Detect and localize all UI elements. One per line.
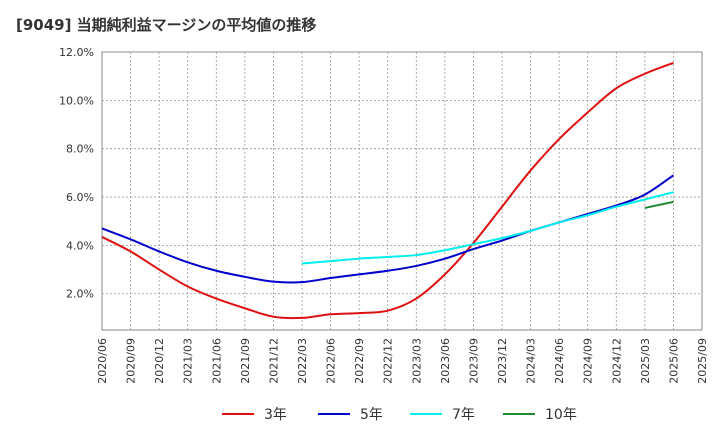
x-tick-label: 2025/06 — [667, 338, 680, 384]
chart-title: [9049] 当期純利益マージンの平均値の推移 — [16, 16, 317, 34]
x-tick-label: 2022/03 — [296, 338, 309, 384]
x-tick-label: 2024/03 — [525, 338, 538, 384]
x-tick-label: 2023/06 — [439, 338, 452, 384]
y-tick-label: 12.0% — [59, 46, 94, 59]
x-tick-label: 2023/12 — [496, 338, 509, 384]
x-tick-label: 2023/09 — [467, 338, 480, 384]
x-tick-label: 2025/03 — [639, 338, 652, 384]
x-tick-label: 2021/06 — [210, 338, 223, 384]
legend-label-4: 10年 — [545, 407, 577, 423]
y-tick-label: 6.0% — [66, 191, 94, 204]
x-tick-label: 2024/06 — [553, 338, 566, 384]
x-tick-label: 2022/06 — [325, 338, 338, 384]
y-tick-label: 4.0% — [66, 239, 94, 252]
y-tick-label: 8.0% — [66, 143, 94, 156]
legend-label-2: 5年 — [360, 407, 383, 423]
series-line-4 — [644, 200, 674, 209]
x-tick-label: 2021/09 — [239, 338, 252, 384]
x-tick-label: 2022/12 — [382, 338, 395, 384]
x-tick-label: 2025/09 — [696, 338, 709, 384]
x-tick-label: 2021/03 — [182, 338, 195, 384]
y-tick-label: 2.0% — [66, 288, 94, 301]
x-tick-label: 2020/12 — [153, 338, 166, 384]
x-tick-label: 2021/12 — [267, 338, 280, 384]
series-line-3 — [301, 191, 674, 265]
legend-label-3: 7年 — [452, 407, 475, 423]
x-tick-label: 2022/09 — [353, 338, 366, 384]
series-line-1 — [101, 61, 674, 320]
x-tick-label: 2023/03 — [410, 338, 423, 384]
legend-label-1: 3年 — [264, 407, 287, 423]
y-tick-label: 10.0% — [59, 94, 94, 107]
x-tick-label: 2020/06 — [96, 338, 109, 384]
x-tick-label: 2020/09 — [125, 338, 138, 384]
x-tick-label: 2024/09 — [582, 338, 595, 384]
x-tick-label: 2024/12 — [610, 338, 623, 384]
